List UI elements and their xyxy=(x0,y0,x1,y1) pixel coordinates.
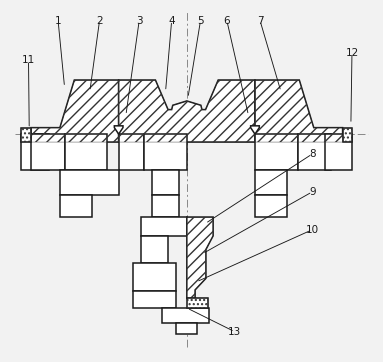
Text: 8: 8 xyxy=(309,149,316,159)
Bar xyxy=(133,263,176,291)
Bar xyxy=(255,170,287,195)
Polygon shape xyxy=(187,217,213,298)
Bar xyxy=(21,128,31,142)
Bar xyxy=(60,195,92,217)
Text: 9: 9 xyxy=(309,187,316,197)
Bar xyxy=(60,170,119,195)
Bar xyxy=(255,134,298,170)
Text: 7: 7 xyxy=(257,16,264,26)
Text: 6: 6 xyxy=(224,16,230,26)
Bar xyxy=(162,308,209,323)
Bar xyxy=(255,195,287,217)
Text: 12: 12 xyxy=(345,48,358,58)
Text: 13: 13 xyxy=(228,327,241,337)
Bar xyxy=(144,134,187,170)
Text: 2: 2 xyxy=(96,16,103,26)
Bar xyxy=(152,170,179,195)
Bar xyxy=(119,134,144,170)
Bar xyxy=(187,298,208,308)
Bar xyxy=(298,134,331,170)
Bar xyxy=(133,291,176,308)
Text: 10: 10 xyxy=(306,225,319,235)
Text: 5: 5 xyxy=(197,16,204,26)
Text: 1: 1 xyxy=(55,16,61,26)
Polygon shape xyxy=(115,126,123,134)
Bar xyxy=(343,128,352,142)
Text: 11: 11 xyxy=(22,55,35,65)
Bar xyxy=(21,128,31,142)
Text: 3: 3 xyxy=(136,16,142,26)
Polygon shape xyxy=(31,80,119,142)
Bar xyxy=(31,134,65,170)
Bar xyxy=(152,195,179,217)
Bar xyxy=(65,134,107,170)
Bar xyxy=(176,323,197,334)
Bar xyxy=(324,134,352,170)
Text: 4: 4 xyxy=(169,16,175,26)
Bar xyxy=(343,128,352,142)
Polygon shape xyxy=(250,126,259,134)
Bar xyxy=(21,134,49,170)
Bar xyxy=(141,236,168,263)
Bar xyxy=(141,217,187,236)
Bar xyxy=(187,298,208,308)
Polygon shape xyxy=(255,80,343,142)
Polygon shape xyxy=(119,80,255,142)
